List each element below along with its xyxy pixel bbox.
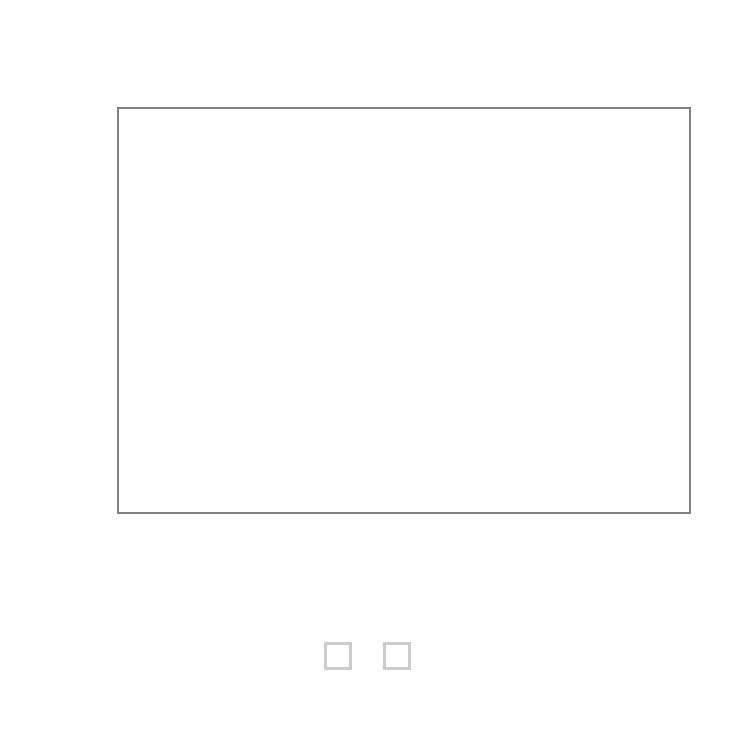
legend-key-mature	[324, 642, 352, 670]
legend	[0, 642, 750, 670]
legend-key-star	[383, 642, 411, 670]
legend-item-star[interactable]	[383, 642, 442, 670]
plot-canvas	[119, 109, 689, 512]
legend-dot-mature-icon	[334, 652, 343, 661]
legend-item-mature[interactable]	[324, 642, 383, 670]
plot-panel	[117, 107, 691, 514]
legend-dot-star-icon	[393, 652, 402, 661]
